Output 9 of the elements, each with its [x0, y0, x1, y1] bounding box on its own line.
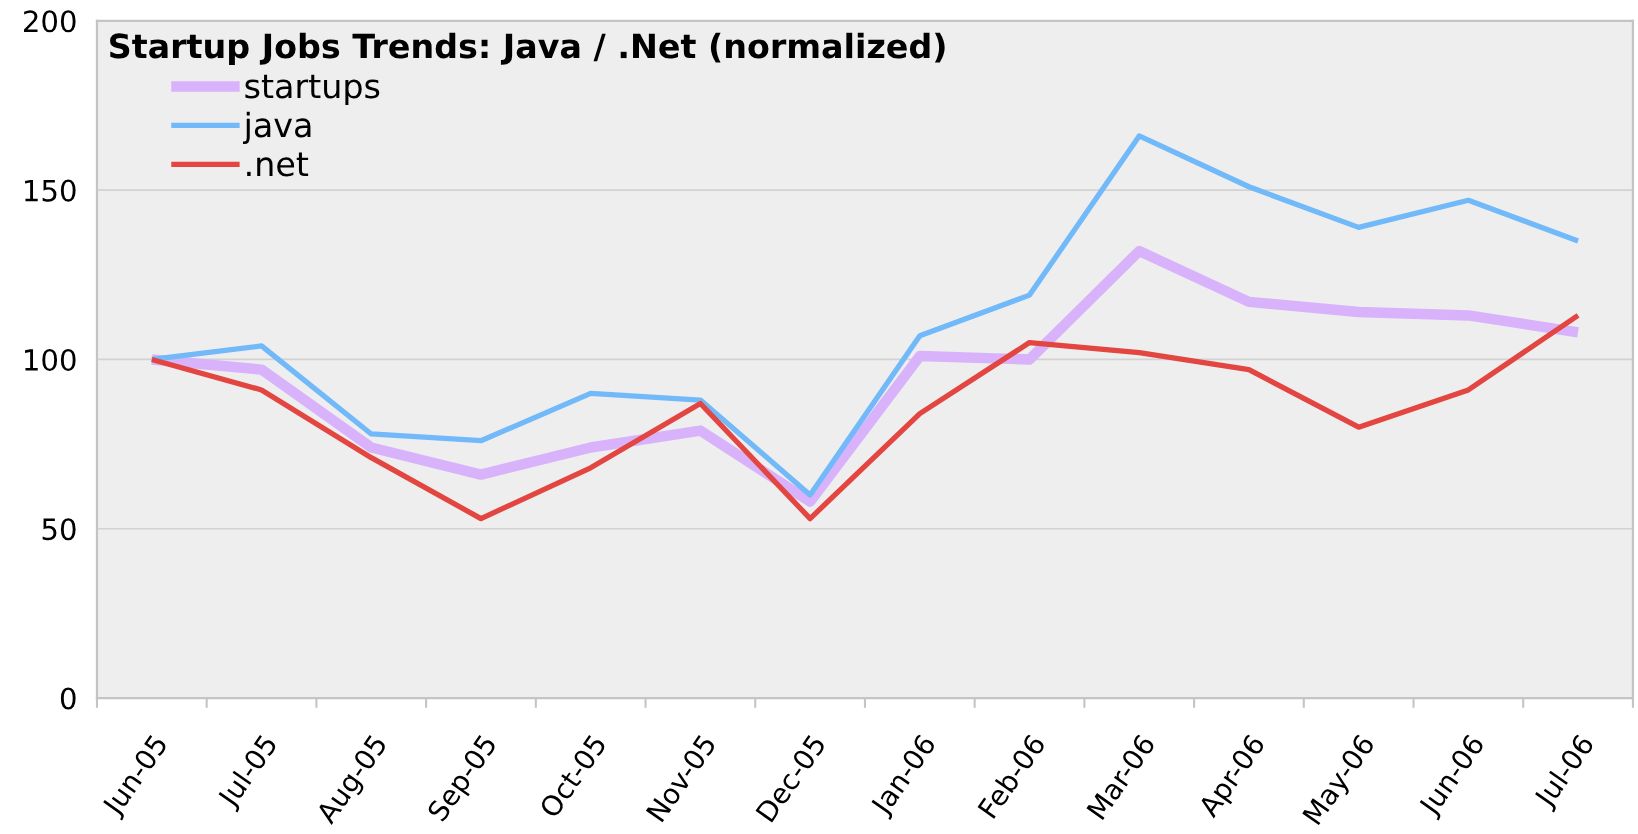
legend-label: .net: [247, 152, 309, 177]
legend-label: startups: [245, 74, 380, 106]
y-tick-label: 200: [23, 10, 76, 33]
chart-title: Startup Jobs Trends: Java / .Net (normalized): [110, 32, 945, 66]
y-tick-label: 0: [60, 687, 76, 710]
y-tick-label: 50: [42, 518, 76, 541]
legend-label: java: [243, 111, 311, 144]
y-tick-label: 100: [25, 348, 76, 371]
y-tick-label: 150: [25, 179, 76, 202]
